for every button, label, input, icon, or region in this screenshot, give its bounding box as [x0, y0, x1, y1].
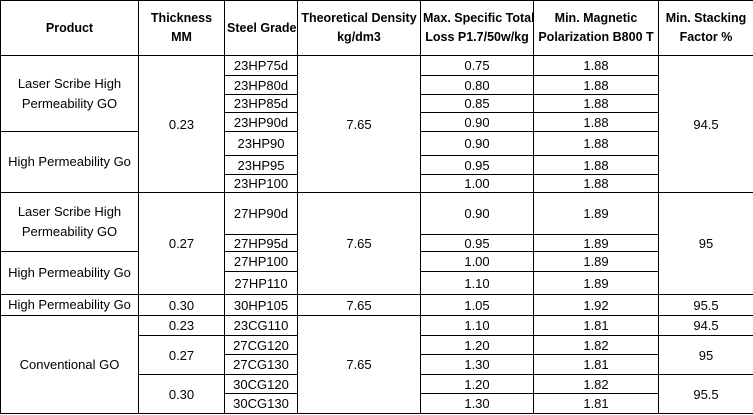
- product-cell: High Permeability Go: [0, 131, 139, 193]
- column-header-min-polarization: Min. Magnetic Polarization B800 T: [533, 0, 659, 56]
- table-row: 23HP95 0.95 1.88: [1, 155, 753, 175]
- steel-grade-cell: 23CG110: [224, 315, 298, 336]
- polarization-cell: 1.82: [533, 335, 659, 355]
- table-row: 23HP100 1.00 1.88: [1, 174, 753, 193]
- loss-cell: 0.75: [420, 55, 534, 76]
- steel-grade-cell: 27CG120: [224, 335, 298, 355]
- steel-grade-cell: 27HP90d: [224, 192, 298, 235]
- loss-cell: 1.20: [420, 335, 534, 355]
- polarization-cell: 1.81: [533, 393, 659, 414]
- column-header-max-loss: Max. Specific Total Loss P1.7/50w/kg: [420, 0, 534, 56]
- thickness-cell: 0.27: [138, 192, 225, 295]
- steel-grade-cell: 30HP105: [224, 294, 298, 316]
- stacking-factor-cell: 95.5: [658, 374, 753, 414]
- density-cell: 7.65: [297, 315, 421, 414]
- polarization-cell: 1.88: [533, 131, 659, 156]
- polarization-cell: 1.89: [533, 192, 659, 235]
- steel-grade-cell: 23HP75d: [224, 55, 298, 76]
- steel-grade-cell: 23HP90d: [224, 112, 298, 132]
- polarization-cell: 1.88: [533, 55, 659, 76]
- loss-cell: 1.10: [420, 271, 534, 295]
- header-row: Product Thickness MM Steel Grade Theoreti…: [0, 0, 753, 56]
- table-row: 23HP85d 0.85 1.88: [1, 94, 753, 113]
- product-cell: Laser Scribe High Permeability GO: [0, 55, 139, 132]
- loss-cell: 1.10: [420, 315, 534, 336]
- steel-grade-cell: 23HP90: [224, 131, 298, 156]
- loss-cell: 0.85: [420, 94, 534, 113]
- column-header-density: Theoretical Density kg/dm3: [297, 0, 421, 56]
- loss-cell: 1.00: [420, 174, 534, 193]
- table-row: High Permeability Go 0.30 30HP105 7.65 1…: [0, 294, 753, 316]
- table-row: 30CG130 1.30 1.81: [1, 393, 753, 414]
- polarization-cell: 1.92: [533, 294, 659, 316]
- steel-grade-cell: 27HP110: [224, 271, 298, 295]
- product-cell: Laser Scribe High Permeability GO: [0, 192, 139, 252]
- loss-cell: 0.90: [420, 112, 534, 132]
- polarization-cell: 1.82: [533, 374, 659, 394]
- column-header-min-stacking: Min. Stacking Factor %: [658, 0, 753, 56]
- steel-grade-cell: 23HP85d: [224, 94, 298, 113]
- thickness-cell: 0.23: [138, 315, 225, 336]
- loss-cell: 0.90: [420, 131, 534, 156]
- stacking-factor-cell: 95: [658, 192, 753, 295]
- steel-grade-cell: 23HP100: [224, 174, 298, 193]
- table-row: Conventional GO 0.23 23CG110 7.65 1.10 1…: [0, 315, 753, 414]
- loss-cell: 0.95: [420, 234, 534, 252]
- steel-grade-cell: 23HP80d: [224, 75, 298, 95]
- thickness-cell: 0.30: [138, 294, 225, 316]
- steel-grade-cell: 27CG130: [224, 354, 298, 375]
- polarization-cell: 1.88: [533, 75, 659, 95]
- loss-cell: 0.95: [420, 155, 534, 175]
- stacking-factor-cell: 94.5: [658, 315, 753, 336]
- polarization-cell: 1.81: [533, 315, 659, 336]
- steel-grade-cell: 30CG120: [224, 374, 298, 394]
- steel-grade-cell: 27HP95d: [224, 234, 298, 252]
- polarization-cell: 1.81: [533, 354, 659, 375]
- product-cell: High Permeability Go: [0, 251, 139, 295]
- stacking-factor-cell: 94.5: [658, 55, 753, 193]
- thickness-cell: 0.23: [138, 55, 225, 193]
- steel-grade-cell: 23HP95: [224, 155, 298, 175]
- stacking-factor-cell: 95.5: [658, 294, 753, 316]
- stacking-factor-cell: 95: [658, 335, 753, 375]
- polarization-cell: 1.88: [533, 155, 659, 175]
- loss-cell: 1.30: [420, 393, 534, 414]
- thickness-cell: 0.27: [138, 335, 225, 375]
- loss-cell: 1.20: [420, 374, 534, 394]
- density-cell: 7.65: [297, 294, 421, 316]
- product-cell: Conventional GO: [0, 315, 139, 414]
- column-header-steel-grade: Steel Grade: [224, 0, 298, 56]
- polarization-cell: 1.89: [533, 271, 659, 295]
- table-row: Laser Scribe High Permeability GO 0.27 2…: [0, 192, 753, 295]
- column-header-product: Product: [0, 0, 139, 56]
- loss-cell: 0.80: [420, 75, 534, 95]
- table-row: High Permeability Go 23HP90 0.90 1.88: [0, 131, 753, 193]
- product-cell: High Permeability Go: [0, 294, 139, 316]
- steel-grade-cell: 30CG130: [224, 393, 298, 414]
- density-cell: 7.65: [297, 55, 421, 193]
- polarization-cell: 1.88: [533, 94, 659, 113]
- loss-cell: 1.30: [420, 354, 534, 375]
- density-cell: 7.65: [297, 192, 421, 295]
- loss-cell: 1.00: [420, 251, 534, 272]
- table-row: Laser Scribe High Permeability GO 0.23 2…: [0, 55, 753, 193]
- thickness-cell: 0.30: [138, 374, 225, 414]
- polarization-cell: 1.88: [533, 174, 659, 193]
- table-row: 0.27 27CG120 1.20 1.82 95: [1, 335, 753, 375]
- loss-cell: 0.90: [420, 192, 534, 235]
- polarization-cell: 1.88: [533, 112, 659, 132]
- loss-cell: 1.05: [420, 294, 534, 316]
- polarization-cell: 1.89: [533, 251, 659, 272]
- column-header-thickness: Thickness MM: [138, 0, 225, 56]
- polarization-cell: 1.89: [533, 234, 659, 252]
- steel-grade-cell: 27HP100: [224, 251, 298, 272]
